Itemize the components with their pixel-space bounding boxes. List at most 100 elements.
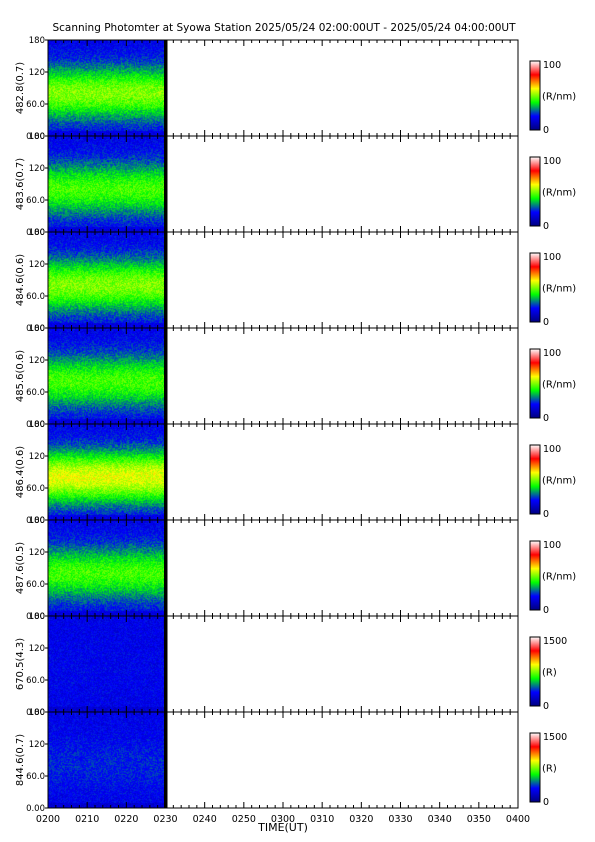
colorbar-max-label: 100 [543, 252, 561, 263]
y-tick-label: 120 [29, 356, 45, 366]
colorbar-min-label: 0 [543, 413, 549, 424]
data-end-bar [164, 40, 168, 136]
colorbar-min-label: 0 [543, 605, 549, 616]
colorbar [529, 444, 541, 515]
colorbar-max-label: 100 [543, 444, 561, 455]
y-tick-label: 0.00 [26, 324, 45, 334]
colorbar-unit-label: (R) [542, 668, 557, 679]
data-end-bar [164, 136, 168, 232]
y-tick-label: 120 [29, 260, 45, 270]
x-axis-label: TIME(UT) [258, 821, 308, 834]
heatmap-image [48, 136, 164, 232]
y-tick-label: 0.00 [26, 420, 45, 430]
panel-ylabel: 482.8(0.7) [15, 62, 26, 114]
colorbar-max-label: 1500 [543, 636, 567, 647]
x-tick-label: 0330 [388, 814, 412, 825]
panel-ylabel: 485.6(0.6) [15, 350, 26, 402]
panel-ylabel: 670.5(4.3) [15, 638, 26, 690]
y-tick-label: 180 [29, 708, 45, 718]
y-tick-label: 0.00 [26, 612, 45, 622]
y-tick-label: 180 [29, 420, 45, 430]
colorbar-unit-label: (R/nm) [542, 188, 576, 199]
y-tick-label: 180 [29, 324, 45, 334]
y-tick-label: 60.0 [26, 388, 45, 398]
y-tick-label: 120 [29, 644, 45, 654]
colorbar [529, 156, 541, 227]
colorbar-max-label: 1500 [543, 732, 567, 743]
panel-ylabel: 844.6(0.7) [15, 734, 26, 786]
y-tick-label: 0.00 [26, 708, 45, 718]
colorbar-min-label: 0 [543, 221, 549, 232]
panel-ylabel: 484.6(0.6) [15, 254, 26, 306]
y-tick-label: 120 [29, 452, 45, 462]
y-tick-label: 120 [29, 740, 45, 750]
data-end-bar [164, 328, 168, 424]
heatmap-image [48, 616, 164, 712]
y-tick-label: 120 [29, 164, 45, 174]
panel-1: 0.00 60.0 120 180 482.8(0.7) 100 0 (R/nm) [15, 36, 576, 142]
data-end-bar [164, 424, 168, 520]
colorbar-max-label: 100 [543, 156, 561, 167]
y-tick-label: 0.00 [26, 804, 45, 814]
y-tick-label: 60.0 [26, 676, 45, 686]
y-tick-label: 60.0 [26, 100, 45, 110]
x-tick-label: 0310 [310, 814, 334, 825]
x-tick-label: 0350 [467, 814, 491, 825]
colorbar-unit-label: (R/nm) [542, 92, 576, 103]
y-tick-label: 60.0 [26, 196, 45, 206]
panel-4: 0.00 60.0 120 180 485.6(0.6) 100 0 (R/nm) [15, 324, 576, 430]
y-tick-label: 0.00 [26, 228, 45, 238]
colorbar-unit-label: (R/nm) [542, 572, 576, 583]
data-end-bar [164, 520, 168, 616]
colorbar [529, 540, 541, 611]
x-tick-label: 0250 [232, 814, 256, 825]
colorbar-min-label: 0 [543, 797, 549, 808]
heatmap-image [48, 424, 164, 520]
heatmap-image [48, 232, 164, 328]
colorbar-min-label: 0 [543, 509, 549, 520]
heatmap-image [48, 328, 164, 424]
colorbar-max-label: 100 [543, 60, 561, 71]
heatmap-image [48, 40, 164, 136]
y-tick-label: 60.0 [26, 292, 45, 302]
colorbar-min-label: 0 [543, 125, 549, 136]
panel-3: 0.00 60.0 120 180 484.6(0.6) 100 0 (R/nm) [15, 228, 576, 334]
colorbar [529, 732, 541, 803]
y-tick-label: 0.00 [26, 516, 45, 526]
x-tick-label: 0220 [114, 814, 138, 825]
x-tick-label: 0300 [271, 814, 295, 825]
panel-ylabel: 487.6(0.5) [15, 542, 26, 594]
panel-ylabel: 486.4(0.6) [15, 446, 26, 498]
panel-ylabel: 483.6(0.7) [15, 158, 26, 210]
y-tick-label: 120 [29, 548, 45, 558]
colorbar [529, 348, 541, 419]
panel-5: 0.00 60.0 120 180 486.4(0.6) 100 0 (R/nm) [15, 420, 576, 526]
heatmap-image [48, 712, 164, 808]
y-tick-label: 60.0 [26, 580, 45, 590]
colorbar-max-label: 100 [543, 348, 561, 359]
y-tick-label: 120 [29, 68, 45, 78]
y-tick-label: 180 [29, 132, 45, 142]
x-tick-label: 0200 [36, 814, 60, 825]
colorbar [529, 252, 541, 323]
data-end-bar [164, 232, 168, 328]
x-tick-label: 0320 [349, 814, 373, 825]
colorbar-unit-label: (R/nm) [542, 284, 576, 295]
x-tick-label: 0340 [428, 814, 452, 825]
x-tick-label: 0210 [75, 814, 99, 825]
y-tick-label: 60.0 [26, 484, 45, 494]
colorbar-unit-label: (R/nm) [542, 380, 576, 391]
y-tick-label: 0.00 [26, 132, 45, 142]
x-tick-label: 0230 [153, 814, 177, 825]
colorbar-unit-label: (R) [542, 764, 557, 775]
colorbar-unit-label: (R/nm) [542, 476, 576, 487]
x-tick-label: 0400 [506, 814, 530, 825]
panel-8: 0.00 60.0 120 180 844.6(0.7) 1500 0 (R) [15, 708, 567, 814]
heatmap-image [48, 520, 164, 616]
y-tick-label: 180 [29, 612, 45, 622]
panel-6: 0.00 60.0 120 180 487.6(0.5) 100 0 (R/nm) [15, 516, 576, 622]
colorbar [529, 636, 541, 707]
data-end-bar [164, 712, 168, 808]
y-tick-label: 180 [29, 516, 45, 526]
